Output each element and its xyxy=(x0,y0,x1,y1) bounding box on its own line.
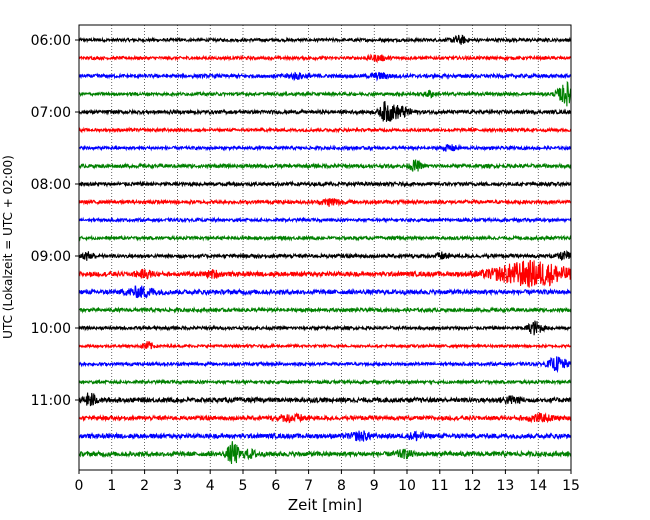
x-tick-label: 5 xyxy=(239,478,248,494)
x-tick-label: 8 xyxy=(337,478,346,494)
y-axis-label: UTC (Lokalzeit = UTC + 02:00) xyxy=(1,155,15,339)
x-tick-label: 6 xyxy=(271,478,280,494)
x-tick-label: 10 xyxy=(398,478,416,494)
vertical-grid xyxy=(78,25,572,470)
seismogram-trace xyxy=(78,126,572,134)
y-tick-label: 06:00 xyxy=(31,33,71,49)
x-tick-label: 1 xyxy=(107,478,116,494)
y-tick-label: 11:00 xyxy=(31,393,71,409)
seismogram-trace xyxy=(78,441,572,465)
seismogram-trace xyxy=(78,71,572,82)
x-tick-label: 4 xyxy=(206,478,215,494)
seismogram-traces xyxy=(78,34,572,465)
seismogram-trace xyxy=(78,180,572,188)
seismogram-trace xyxy=(78,249,572,261)
y-tick-label: 09:00 xyxy=(31,249,71,265)
seismogram-trace xyxy=(78,378,572,386)
x-tick-label: 11 xyxy=(431,478,449,494)
seismogram-trace xyxy=(78,80,572,107)
x-tick-label: 7 xyxy=(304,478,313,494)
x-axis-label: Zeit [min] xyxy=(288,496,362,514)
seismogram-trace xyxy=(78,234,572,242)
seismogram-trace xyxy=(78,159,572,172)
seismogram-trace xyxy=(78,340,572,350)
x-tick-label: 14 xyxy=(529,478,547,494)
x-tick-label: 0 xyxy=(75,478,84,494)
seismogram-trace xyxy=(78,306,572,314)
x-tick-label: 13 xyxy=(496,478,514,494)
seismogram-trace xyxy=(78,197,572,207)
seismogram-trace xyxy=(78,320,572,336)
x-tick-label: 9 xyxy=(370,478,379,494)
x-tick-label: 3 xyxy=(173,478,182,494)
x-tick-label: 12 xyxy=(464,478,482,494)
x-tick-label: 2 xyxy=(140,478,149,494)
x-tick-label: 15 xyxy=(562,478,580,494)
x-axis-ticks: 0 1 2 3 4 5 6 7 8 9 10 11 12 13 14 15 xyxy=(75,470,580,494)
y-tick-label: 08:00 xyxy=(31,177,71,193)
y-axis-ticks: 06:00 07:00 08:00 09:00 10:00 11:00 xyxy=(31,33,79,409)
y-tick-label: 07:00 xyxy=(31,105,71,121)
y-tick-label: 10:00 xyxy=(31,321,71,337)
seismogram-trace xyxy=(78,216,572,224)
seismogram-trace xyxy=(78,392,572,407)
seismogram-trace xyxy=(78,356,572,374)
plot-frame xyxy=(78,24,572,471)
seismogram-trace xyxy=(78,53,572,64)
seismogram-trace xyxy=(78,285,572,299)
seismogram-trace xyxy=(78,34,572,45)
seismogram-trace xyxy=(78,143,572,152)
seismogram-trace xyxy=(78,412,572,424)
seismogram-trace xyxy=(78,259,572,288)
seismogram-trace xyxy=(78,429,572,442)
seismogram-trace xyxy=(78,100,572,122)
